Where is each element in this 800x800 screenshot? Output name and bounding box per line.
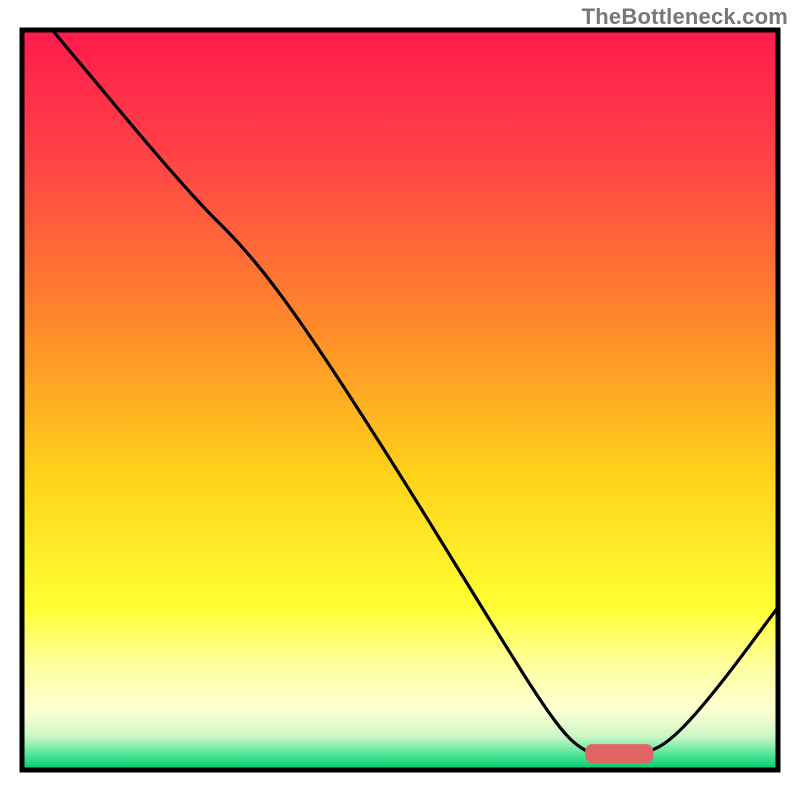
bottleneck-chart: [0, 0, 800, 800]
plot-background: [22, 30, 778, 770]
watermark-text: TheBottleneck.com: [582, 4, 788, 30]
optimal-marker: [585, 744, 653, 763]
chart-container: TheBottleneck.com: [0, 0, 800, 800]
